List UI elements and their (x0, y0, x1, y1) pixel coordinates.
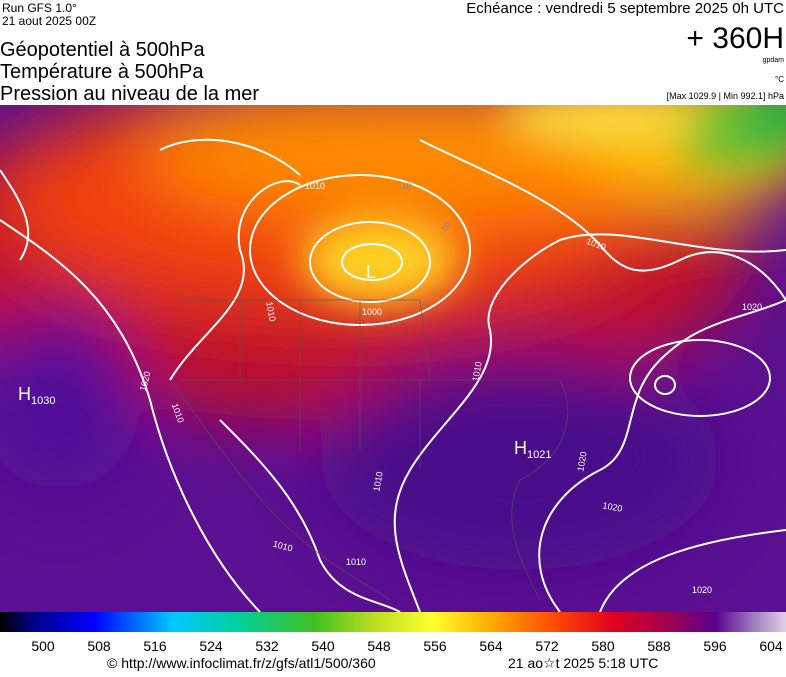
lead-time: + 360H (686, 22, 784, 55)
colorbar-label: 508 (87, 638, 111, 654)
colorbar-label: 556 (423, 638, 447, 654)
isobar-label: 1010 (305, 181, 325, 191)
isobar-label: 1020 (692, 585, 712, 595)
colorbar (0, 612, 786, 632)
generated: 21 ao☆t 2025 5:18 UTC (508, 655, 658, 671)
colorbar-label: 524 (199, 638, 223, 654)
colorbar-label: 500 (31, 638, 55, 654)
source: © http://www.infoclimat.fr/z/gfs/atl1/50… (107, 655, 376, 671)
temperature-label: -10 (398, 181, 411, 191)
pressure-center-symbol: H (514, 438, 527, 458)
colorbar-label: 532 (255, 638, 279, 654)
pressure-center-value: 1030 (31, 395, 55, 407)
isobar-label: 1010 (346, 557, 366, 567)
title: Pression au niveau de la mer (0, 83, 259, 105)
colorbar-label: 572 (535, 638, 559, 654)
colorbar-label: 588 (647, 638, 671, 654)
colorbar-label: 548 (367, 638, 391, 654)
isobar-label: 1020 (575, 451, 588, 472)
pressure-range: [Max 1029.9 | Min 992.1] hPa (667, 91, 784, 101)
colorbar-label: 540 (311, 638, 335, 654)
pressure-center-value: 1021 (527, 449, 551, 461)
title: Géopotentiel à 500hPa (0, 39, 205, 61)
isobar-label: 1000 (362, 307, 382, 317)
colorbar-label: 516 (143, 638, 167, 654)
run-date: 21 aout 2025 00Z (2, 14, 96, 28)
colorbar-label: 580 (591, 638, 615, 654)
colorbar-label: 604 (759, 638, 783, 654)
isobar-label: 1010 (264, 301, 277, 322)
isobar-label: 1020 (742, 302, 762, 312)
map (0, 105, 786, 612)
valid-time: Echéance : vendredi 5 septembre 2025 0h … (466, 0, 784, 17)
unit: °C (775, 75, 784, 84)
pressure-center-symbol: H (18, 384, 31, 404)
title: Température à 500hPa (0, 61, 204, 83)
colorbar-label: 596 (703, 638, 727, 654)
pressure-center-symbol: L (366, 262, 376, 282)
colorbar-label: 564 (479, 638, 503, 654)
isobar-label: 1010 (371, 471, 384, 492)
isobar-label: 1020 (602, 500, 623, 513)
run: Run GFS 1.0° (2, 1, 77, 15)
isobar-label: 1010 (470, 361, 483, 382)
unit: gpdam (763, 57, 785, 64)
